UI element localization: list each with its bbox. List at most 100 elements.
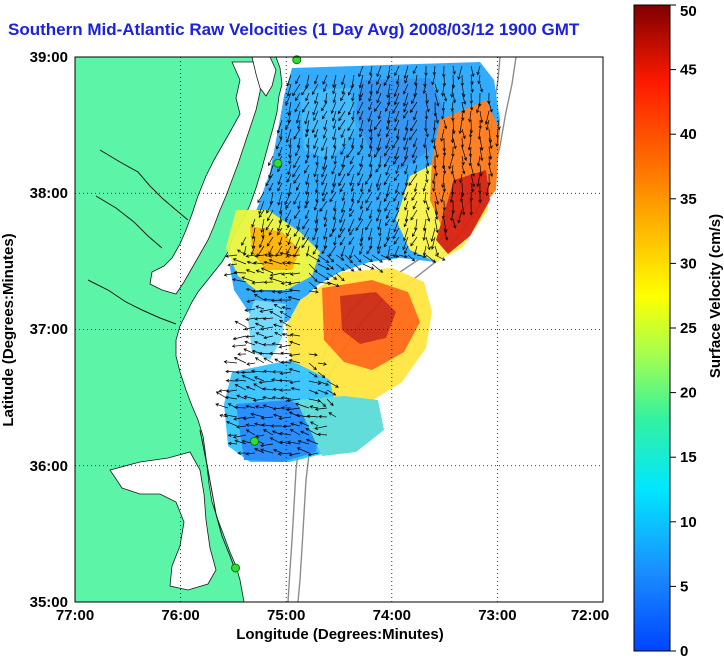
velocity-arrow bbox=[394, 110, 400, 123]
velocity-arrow bbox=[322, 155, 328, 171]
velocity-arrow bbox=[218, 389, 229, 393]
velocity-arrow bbox=[273, 323, 283, 328]
velocity-arrow bbox=[332, 209, 337, 221]
velocity-arrow bbox=[443, 92, 448, 102]
velocity-arrow bbox=[368, 137, 373, 150]
velocity-arrow bbox=[347, 119, 355, 132]
velocity-arrow bbox=[385, 137, 391, 150]
velocity-arrow bbox=[312, 227, 319, 241]
velocity-arrow bbox=[442, 164, 447, 175]
velocity-arrow bbox=[296, 137, 301, 149]
velocity-arrow bbox=[434, 110, 439, 124]
velocity-arrow bbox=[288, 137, 292, 149]
velocity-arrow bbox=[341, 155, 346, 168]
velocity-arrow bbox=[317, 432, 328, 437]
velocity-arrow bbox=[375, 173, 382, 188]
velocity-arrow bbox=[338, 227, 346, 239]
velocity-arrow bbox=[356, 101, 364, 115]
velocity-arrow bbox=[250, 412, 265, 418]
velocity-arrow bbox=[332, 173, 337, 188]
velocity-arrow bbox=[246, 299, 256, 303]
velocity-arrow bbox=[457, 209, 463, 224]
velocity-arrow bbox=[469, 200, 473, 216]
velocity-arrow bbox=[305, 427, 319, 436]
velocity-arrow bbox=[440, 191, 445, 203]
velocity-arrow bbox=[442, 182, 447, 193]
velocity-arrow bbox=[376, 191, 382, 201]
velocity-arrow bbox=[236, 425, 247, 429]
velocity-arrow bbox=[461, 92, 467, 105]
velocity-arrow bbox=[295, 182, 301, 191]
velocity-arrow bbox=[245, 317, 256, 322]
velocity-arrow bbox=[284, 209, 292, 222]
velocity-arrow bbox=[450, 164, 454, 175]
velocity-arrow bbox=[484, 110, 490, 126]
velocity-arrow bbox=[424, 110, 429, 120]
velocity-arrow bbox=[297, 200, 301, 210]
velocity-arrow bbox=[347, 164, 355, 177]
velocity-arrow bbox=[366, 200, 373, 212]
velocity-arrow bbox=[313, 200, 319, 211]
velocity-arrow bbox=[442, 146, 447, 157]
velocity-arrow bbox=[378, 227, 382, 237]
velocity-arrow bbox=[488, 101, 493, 113]
velocity-arrow bbox=[295, 110, 301, 124]
velocity-arrow bbox=[340, 128, 346, 139]
velocity-arrow bbox=[392, 209, 400, 223]
delaware-bay bbox=[251, 57, 277, 97]
velocity-arrow bbox=[452, 218, 457, 229]
velocity-arrow bbox=[232, 335, 247, 341]
y-tick: 38:00 bbox=[30, 185, 68, 202]
velocity-arrow bbox=[404, 74, 409, 84]
velocity-arrow bbox=[408, 128, 418, 141]
velocity-arrow bbox=[441, 110, 445, 120]
velocity-arrow bbox=[335, 254, 345, 261]
velocity-arrow bbox=[260, 448, 274, 454]
velocity-arrow bbox=[290, 386, 301, 391]
velocity-arrow bbox=[286, 260, 301, 265]
velocity-arrow bbox=[479, 137, 484, 151]
x-tick-labels: 77:00 76:00 75:00 74:00 73:00 72:00 bbox=[56, 607, 609, 624]
velocity-arrow bbox=[357, 146, 364, 156]
velocity-arrow bbox=[411, 92, 418, 105]
velocity-arrow bbox=[338, 173, 346, 187]
velocity-arrow bbox=[286, 245, 292, 255]
velocity-arrow bbox=[347, 83, 355, 96]
velocity-arrow bbox=[411, 146, 418, 159]
velocity-arrow bbox=[479, 110, 484, 124]
velocity-arrow bbox=[223, 272, 238, 277]
velocity-arrow bbox=[413, 182, 418, 193]
velocity-arrow bbox=[389, 254, 400, 258]
velocity-arrow bbox=[321, 164, 328, 178]
velocity-arrow bbox=[301, 83, 310, 96]
velocity-arrow bbox=[468, 155, 472, 167]
velocity-arrow bbox=[339, 209, 346, 224]
velocity-arrow bbox=[269, 351, 283, 356]
velocity-arrow bbox=[404, 200, 409, 211]
velocity-arrow bbox=[412, 137, 418, 148]
velocity-arrow bbox=[402, 236, 409, 251]
velocity-arrow bbox=[315, 191, 319, 203]
velocity-arrow bbox=[440, 128, 445, 142]
velocity-arrow bbox=[393, 236, 400, 245]
velocity-arrow bbox=[460, 137, 465, 149]
velocity-arrow bbox=[375, 209, 382, 222]
pamlico-sound bbox=[109, 451, 217, 591]
velocity-arrow bbox=[317, 380, 330, 386]
velocity-arrow bbox=[373, 146, 382, 158]
velocity-arrow bbox=[383, 74, 391, 87]
velocity-arrow bbox=[377, 218, 382, 231]
velocity-arrow bbox=[476, 173, 481, 188]
velocity-arrow bbox=[410, 101, 418, 114]
velocity-arrow bbox=[272, 370, 283, 374]
velocity-arrow bbox=[393, 92, 400, 106]
velocity-arrow bbox=[407, 254, 416, 262]
velocity-arrow bbox=[243, 348, 256, 355]
velocity-arrow bbox=[277, 218, 283, 232]
velocity-arrow bbox=[251, 236, 256, 250]
velocity-arrow bbox=[279, 311, 292, 319]
velocity-arrow bbox=[410, 119, 418, 132]
velocity-arrow bbox=[287, 164, 292, 176]
colorbar-tick-label: 5 bbox=[680, 578, 688, 595]
velocity-arrow bbox=[485, 119, 490, 131]
